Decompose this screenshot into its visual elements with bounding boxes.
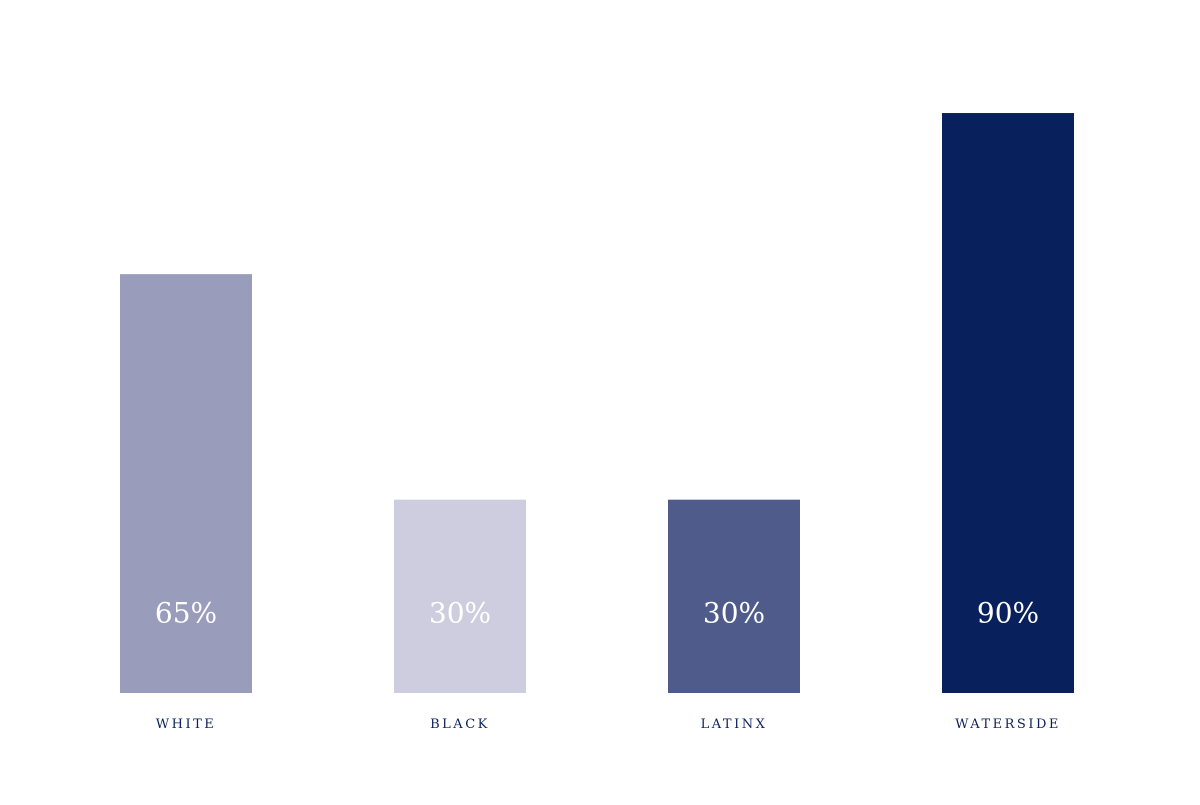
value-label-latinx: 30% <box>703 597 765 630</box>
bar-black <box>394 499 526 693</box>
bar-waterside <box>942 113 1074 694</box>
value-label-white: 65% <box>155 597 217 630</box>
category-label-waterside: WATERSIDE <box>955 717 1061 732</box>
category-label-white: WHITE <box>156 717 217 732</box>
category-label-black: BLACK <box>430 717 490 732</box>
value-label-black: 30% <box>429 597 491 630</box>
bar-latinx <box>668 499 800 693</box>
bar-white <box>120 274 252 693</box>
category-label-latinx: LATINX <box>701 717 768 732</box>
value-label-waterside: 90% <box>977 597 1039 630</box>
